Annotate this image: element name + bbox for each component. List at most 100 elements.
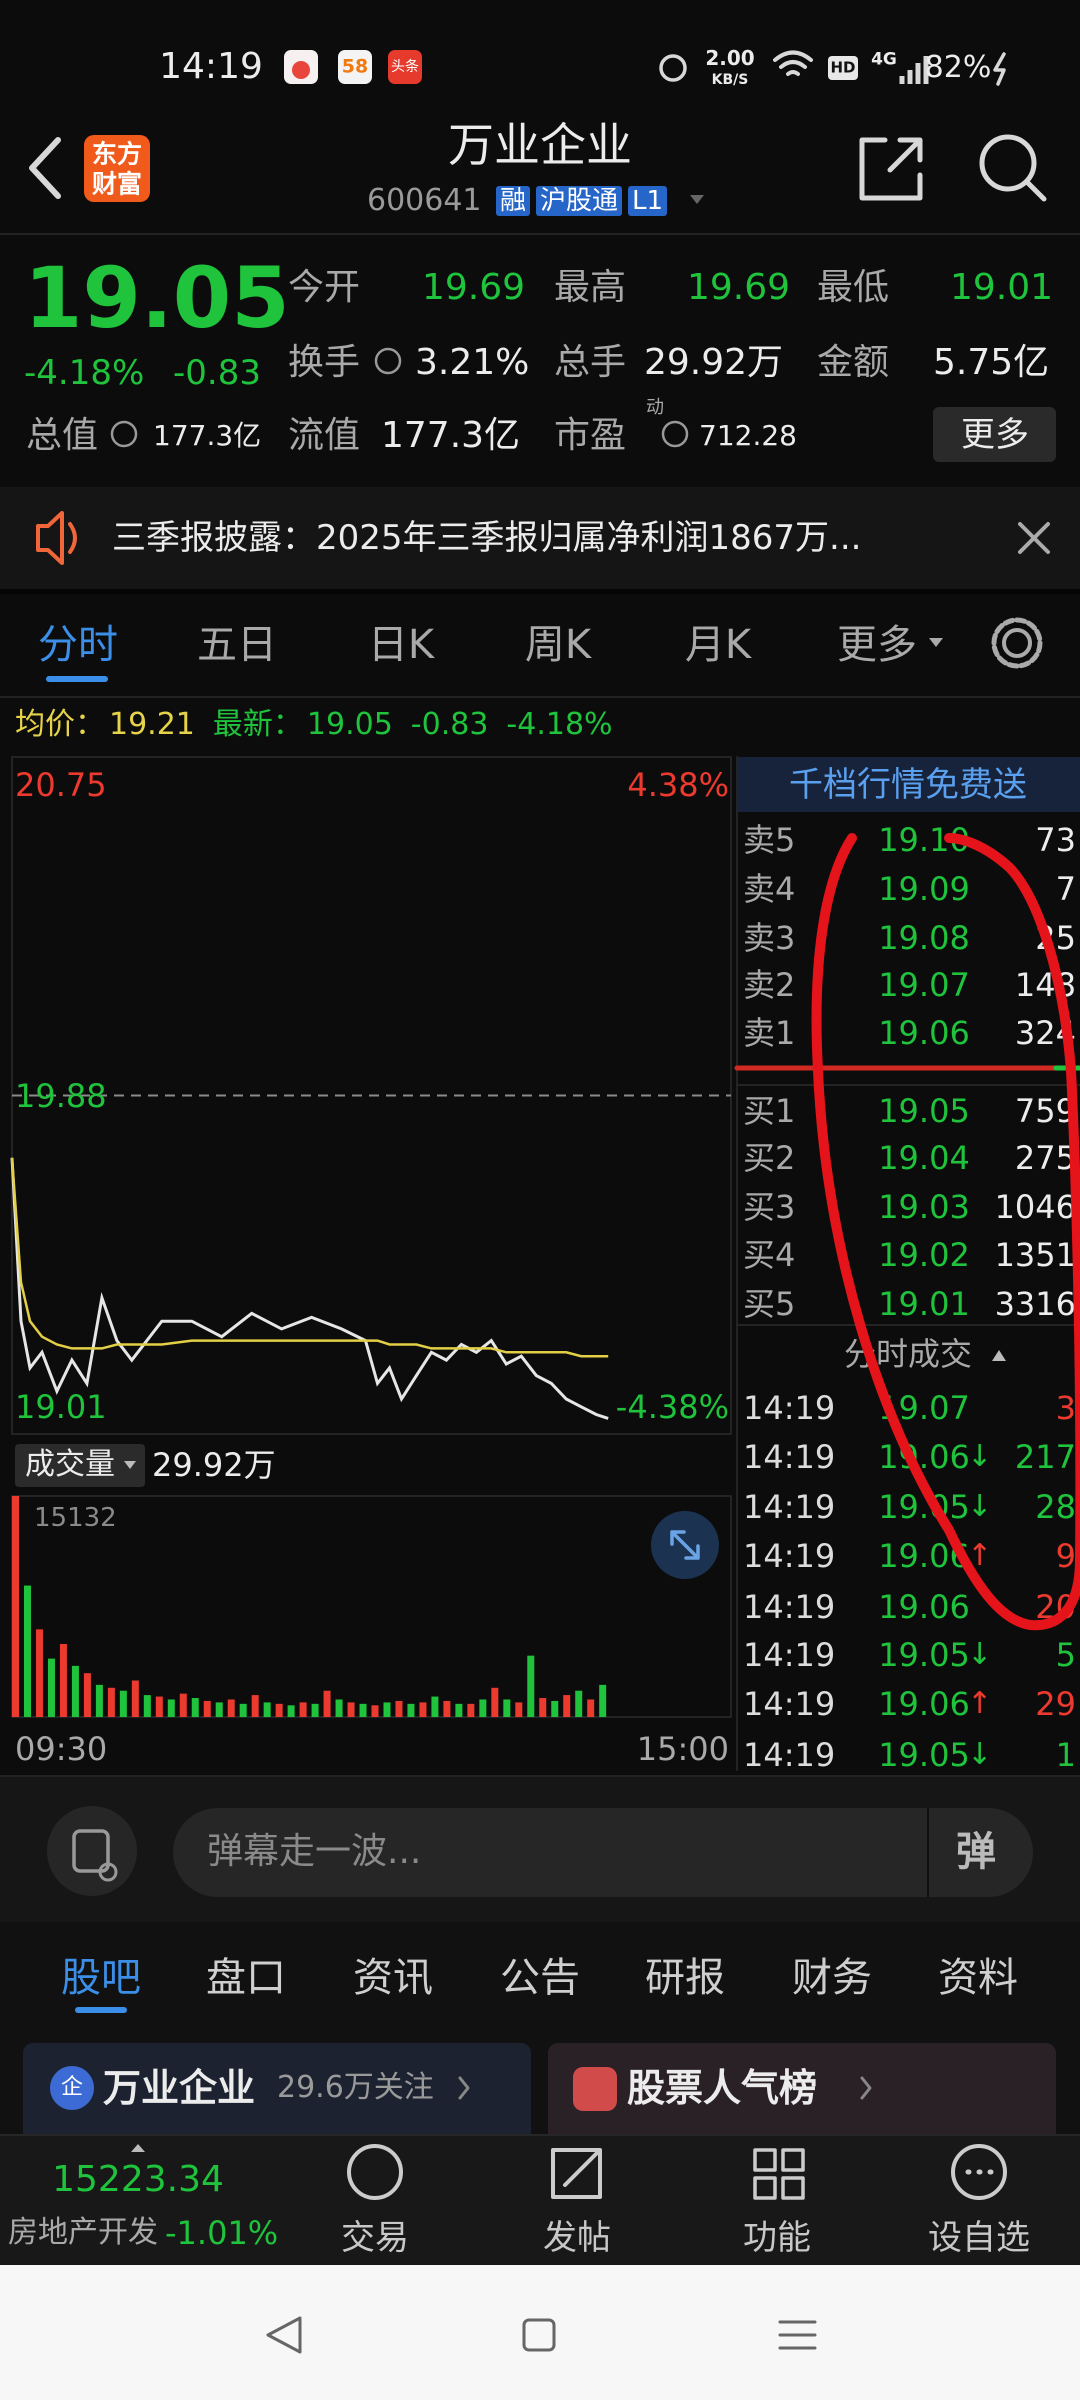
asks-label: 卖5 [743, 821, 796, 859]
tabs[interactable]: 月K [684, 622, 752, 668]
rows-arrow: ↓ [967, 1737, 993, 1772]
volume-bar [155, 1696, 163, 1717]
rows-time: 14:19 [743, 1588, 836, 1626]
rows-time: 14:19 [743, 1736, 836, 1774]
stock-card[interactable] [23, 2043, 531, 2143]
bids-label: 买3 [743, 1188, 796, 1226]
volume-bar [275, 1703, 283, 1717]
cards-icon: 企 [60, 2075, 84, 2100]
volume-bar [47, 1658, 55, 1717]
comment-placeholder[interactable]: 弹幕走一波... [207, 1831, 422, 1872]
asks-label: 卖1 [743, 1014, 796, 1052]
y2-tick-label: 4.38% [627, 766, 729, 804]
section-tabs[interactable]: 研报 [645, 1955, 725, 2001]
section-tabs[interactable]: 资讯 [353, 1955, 433, 2001]
bottom-nav-items[interactable]: 功能 [743, 2218, 811, 2258]
intraday-change: -0.83 [410, 707, 489, 742]
bids-volume: 759 [1014, 1092, 1076, 1130]
bottom-nav-items[interactable]: 设自选 [928, 2218, 1030, 2258]
rows-price: 19.05 [878, 1736, 970, 1774]
tabs[interactable]: 日K [367, 622, 435, 668]
search-button [979, 134, 1037, 192]
fields-value: 712.28 [699, 419, 797, 452]
header-logo: 财富 [91, 169, 143, 199]
volume-bar [83, 1673, 91, 1717]
share-button [859, 137, 923, 201]
fields-label: 金额 [817, 342, 890, 383]
promo-bar[interactable] [737, 757, 1080, 812]
volume-bar [419, 1702, 427, 1717]
tabs[interactable]: 五日 [197, 622, 277, 668]
volume-bar [371, 1705, 379, 1717]
post-icon [551, 2148, 602, 2199]
status-bar-network: 4G [871, 49, 897, 70]
hd-icon [828, 56, 858, 80]
app-icon [338, 50, 372, 84]
alarm-icon [659, 54, 687, 82]
volume-bar [431, 1696, 439, 1717]
volume-bar [239, 1703, 247, 1717]
volume-label[interactable]: 成交量 [25, 1447, 115, 1482]
volume-bar [443, 1700, 451, 1717]
comment-button[interactable]: 弹 [956, 1829, 996, 1875]
volume-bar [359, 1703, 367, 1717]
volume-bar [503, 1699, 511, 1717]
fields-superscript: 动 [646, 397, 664, 418]
fields-value: 177.3亿 [381, 415, 521, 456]
tabs[interactable]: 周K [524, 622, 592, 668]
volume-bar [299, 1702, 307, 1717]
fields-value: 3.21% [415, 342, 530, 383]
volume-bar [191, 1698, 199, 1717]
bottom-nav-items[interactable]: 交易 [341, 2218, 409, 2258]
more-button[interactable] [933, 407, 1056, 462]
rows-volume: 1 [1055, 1736, 1076, 1774]
bottom-nav [0, 2134, 1080, 2267]
section-tabs[interactable]: 盘口 [206, 1955, 286, 2001]
bids-label: 买4 [743, 1236, 796, 1274]
header-tags: L1 [628, 186, 668, 216]
chevron [860, 2076, 872, 2100]
intraday-avg: 19.21 [109, 707, 195, 742]
asks-volume: 7 [1055, 870, 1076, 908]
section-tabs[interactable]: 股吧 [61, 1955, 141, 2001]
volume-bar [551, 1700, 559, 1717]
tabs[interactable]: 分时 [38, 622, 118, 668]
watch-icon [951, 2144, 1007, 2200]
speaker-icon [36, 511, 77, 565]
quote-change-pct: -4.18% [24, 353, 145, 393]
bottom-nav-items[interactable]: 发帖 [543, 2218, 611, 2258]
rows-arrow: ↓ [967, 1439, 993, 1474]
quote-more[interactable]: 更多 [961, 415, 1029, 455]
trades-sort [992, 1350, 1006, 1361]
tabs[interactable]: 更多 [837, 622, 917, 668]
notice-text[interactable]: 三季报披露：2025年三季报归属净利润1867万... [112, 518, 862, 558]
fields-label: 总值 [26, 415, 99, 456]
fields-label: 换手 [288, 342, 361, 383]
comment-input[interactable] [173, 1808, 1033, 1897]
rows-arrow: ↑ [967, 1686, 993, 1721]
volume-bar [167, 1699, 175, 1717]
charge-icon [993, 52, 1006, 86]
intraday-avg-label: 均价： [15, 707, 105, 742]
rows-volume: 28 [1035, 1488, 1076, 1526]
popularity-card[interactable] [548, 2043, 1056, 2143]
volume-bar [143, 1695, 151, 1717]
quote-change: -0.83 [173, 353, 261, 393]
code-dropdown [690, 195, 704, 204]
bids-volume: 1351 [994, 1236, 1076, 1274]
volume-bar [407, 1703, 415, 1717]
asks-price: 19.09 [878, 870, 970, 908]
section-tabs[interactable]: 财务 [792, 1955, 872, 2001]
notice-bar[interactable] [0, 487, 1080, 589]
section-tabs[interactable]: 公告 [500, 1955, 580, 2001]
comment-icon[interactable] [47, 1806, 137, 1896]
bids-price: 19.02 [878, 1236, 970, 1274]
rows-time: 14:19 [743, 1438, 836, 1476]
volume-bar [71, 1665, 79, 1717]
tab-dropdown [929, 638, 943, 647]
hand-drawn-circle [811, 833, 1080, 1631]
bids-label: 买5 [743, 1285, 796, 1323]
section-tabs[interactable]: 资料 [938, 1955, 1018, 2001]
volume-selector[interactable] [15, 1444, 145, 1487]
order-book-promo[interactable]: 千档行情免费送 [789, 765, 1027, 805]
